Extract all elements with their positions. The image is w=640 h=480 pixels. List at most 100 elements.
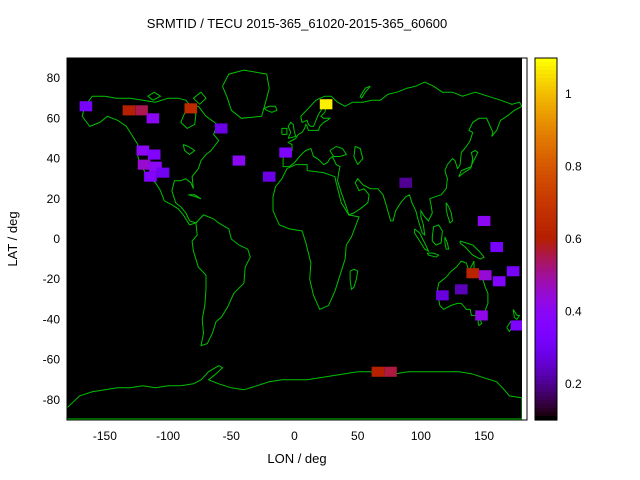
x-tick-label: 50 [351,429,365,443]
heatmap-cell [510,320,522,331]
heatmap-cell [122,105,136,116]
colorbar-gradient-step [535,391,557,397]
colorbar-gradient-step [535,98,557,103]
heatmap-cell [149,161,162,172]
colorbar-gradient-step [535,395,557,401]
coastline [436,260,489,319]
colorbar-gradient-step [535,146,557,152]
colorbar-gradient-step [535,383,557,389]
y-tick-label: -40 [43,312,61,326]
colorbar-gradient-step [535,206,557,212]
heatmap-cell [506,266,520,277]
colorbar-gradient-step [535,70,557,75]
colorbar-gradient-step [535,331,557,337]
coastline [287,121,297,139]
chart-title: SRMTID / TECU 2015-365_61020-2015-365_60… [147,16,447,31]
y-tick-label: 80 [47,71,61,85]
coastline [431,224,443,246]
coastline [147,91,162,101]
colorbar-gradient-step [535,307,557,312]
colorbar-gradient-step [535,86,557,91]
heatmap-cell [136,145,150,156]
colorbar-gradient-step [535,303,557,308]
colorbar-gradient-step [535,166,557,172]
colorbar-gradient-step [535,230,557,236]
colorbar-gradient-step [535,279,557,284]
coastline [459,240,485,260]
colorbar-gradient-step [535,170,557,176]
colorbar-gradient-step [535,74,557,79]
y-tick-label: -20 [43,272,61,286]
colorbar-gradient-step [535,114,557,119]
colorbar-gradient-step [535,275,557,280]
colorbar-gradient-step [535,247,557,252]
colorbar-gradient-step [535,138,557,144]
y-tick-label: -80 [43,393,61,407]
colorbar-gradient-step [535,351,557,357]
colorbar-gradient-step [535,82,557,87]
colorbar-gradient-step [535,186,557,192]
colorbar-gradient-step [535,178,557,184]
heatmap-cell [399,177,412,188]
colorbar-gradient-step [535,202,557,208]
colorbar-gradient-step [535,210,557,216]
heatmap-cell [135,105,148,116]
heatmap-cell [455,284,468,295]
colorbar-gradient-step [535,162,557,168]
coastline [272,164,360,311]
colorbar-gradient-step [535,259,557,264]
heatmap-cell [477,215,491,226]
coastline [349,268,359,291]
plot-border [66,57,528,421]
colorbar-gradient-step [535,174,557,180]
x-tick-label: -100 [156,429,180,443]
colorbar-gradient-step [535,106,557,111]
heatmap-cell [384,366,397,377]
heatmap-cell [184,103,198,114]
coastline [329,145,348,157]
x-tick-label: 100 [411,429,431,443]
heatmap-cell [79,101,93,112]
x-axis-label: LON / deg [267,451,326,466]
y-tick-label: 20 [47,192,61,206]
colorbar-gradient-step [535,255,557,260]
colorbar-gradient-step [535,363,557,369]
colorbar-gradient-step [535,299,557,304]
heatmap-cell [492,276,506,287]
heatmap-cell [147,149,161,160]
colorbar-gradient-step [535,78,557,83]
heatmap-cell [156,167,170,178]
colorbar-gradient-step [535,190,557,196]
colorbar-gradient-step [535,403,557,409]
coastline [67,365,522,420]
heatmap-cell [214,123,228,134]
colorbar-gradient-step [535,150,557,156]
colorbar-gradient-step [535,407,557,413]
coastline [192,91,207,105]
colorbar: 0.2 0.4 0.6 0.8 1 [534,57,582,421]
colorbar-gradient-step [535,182,557,188]
colorbar-gradient-step [535,62,557,67]
colorbar-tick-label: 0.6 [565,232,582,246]
coastline [222,69,270,119]
y-tick-label: -60 [43,353,61,367]
colorbar-tick-label: 1 [565,87,572,101]
colorbar-gradient-step [535,379,557,385]
coastline [182,144,196,156]
colorbar-gradient-step [535,263,557,268]
colorbar-gradient-step [535,283,557,288]
heatmap-cell [232,155,246,166]
coastline [191,214,251,347]
colorbar-gradient-step [535,198,557,204]
coastline [445,202,454,224]
heatmap-cell [144,171,157,182]
colorbar-gradient-step [535,58,557,63]
heatmap-cell [319,99,333,110]
coastline [512,309,521,321]
colorbar-gradient-step [535,234,557,240]
colorbar-gradient-step [535,102,557,107]
x-tick-label: 150 [474,429,494,443]
colorbar-tick-label: 0.2 [565,377,582,391]
coastline [282,81,522,237]
